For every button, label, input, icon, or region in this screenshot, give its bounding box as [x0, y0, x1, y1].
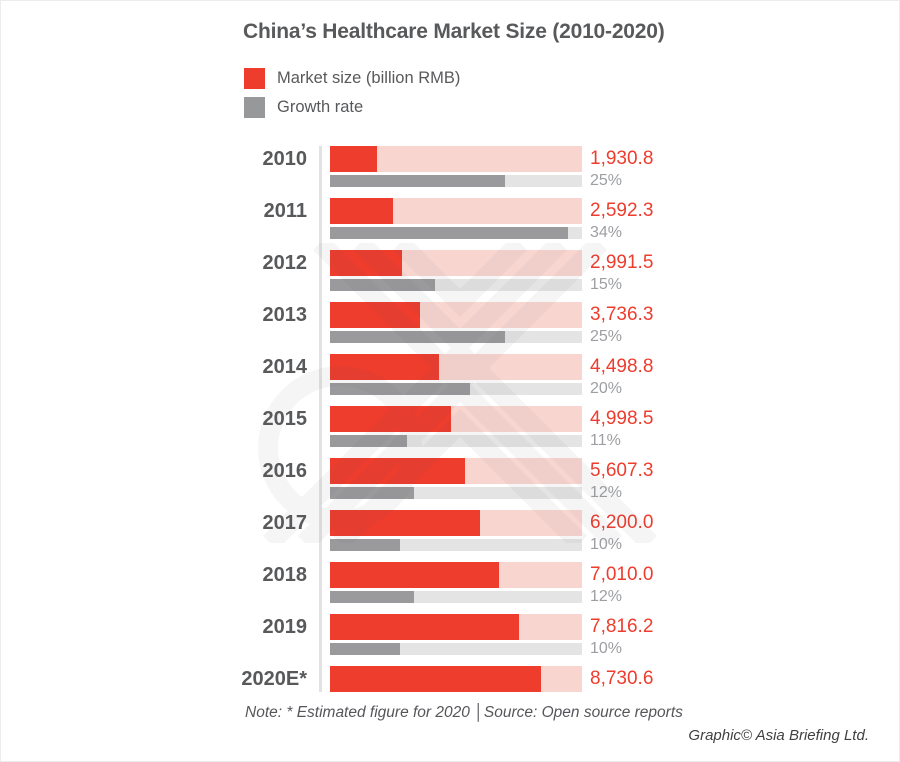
- market-size-track: [330, 302, 582, 328]
- market-size-value: 1,930.8: [590, 148, 654, 169]
- growth-bar: [330, 175, 505, 187]
- chart-rows: 2010 1,930.8 25% 2011 2,592.3 34% 2012 2…: [241, 146, 890, 692]
- growth-rate-value: 11%: [590, 432, 621, 449]
- year-label: 2012: [262, 252, 308, 274]
- market-size-track: [330, 562, 582, 588]
- market-size-value: 7,010.0: [590, 564, 654, 585]
- market-size-track: [330, 666, 582, 692]
- growth-rate-value: 25%: [590, 172, 623, 189]
- growth-bar: [330, 591, 414, 603]
- market-size-track: [330, 458, 582, 484]
- chart-row: 2014 4,498.8 20%: [263, 354, 890, 397]
- market-size-bar: [330, 458, 466, 484]
- growth-rate-value: 34%: [590, 224, 623, 241]
- year-label: 2013: [262, 304, 308, 326]
- growth-rate-value: 12%: [590, 484, 623, 501]
- market-size-track: [330, 250, 582, 276]
- legend: Market size (billion RMB) Growth rate: [244, 68, 460, 126]
- growth-track: [330, 435, 582, 447]
- growth-bar: [330, 435, 407, 447]
- market-size-value: 7,816.2: [590, 616, 654, 637]
- growth-track: [330, 227, 582, 239]
- market-size-value: 8,730.6: [590, 668, 654, 689]
- graphic-credit: Graphic© Asia Briefing Ltd.: [688, 727, 869, 744]
- market-size-bar: [330, 666, 541, 692]
- chart-row: 2019 7,816.2 10%: [263, 614, 890, 657]
- market-size-bar: [330, 614, 519, 640]
- legend-item-market-size: Market size (billion RMB): [244, 68, 460, 89]
- market-size-value: 2,592.3: [590, 200, 654, 221]
- growth-bar: [330, 539, 400, 551]
- growth-rate-value: 10%: [590, 640, 623, 657]
- axis-baseline: [319, 146, 322, 692]
- chart-row: 2016 5,607.3 12%: [263, 458, 890, 501]
- legend-label-growth-rate: Growth rate: [277, 98, 364, 116]
- market-size-bar: [330, 562, 500, 588]
- market-size-value: 4,998.5: [590, 408, 654, 429]
- growth-bar: [330, 383, 470, 395]
- chart-row: 2017 6,200.0 10%: [263, 510, 890, 553]
- growth-track: [330, 643, 582, 655]
- chart-row: 2018 7,010.0 12%: [263, 562, 890, 605]
- growth-track: [330, 591, 582, 603]
- market-size-swatch: [244, 68, 265, 89]
- market-size-bar: [330, 250, 403, 276]
- year-label: 2020E*: [241, 668, 307, 690]
- market-size-value: 4,498.8: [590, 356, 654, 377]
- chart-row: 2015 4,998.5 11%: [263, 406, 890, 449]
- growth-track: [330, 539, 582, 551]
- chart-row: 2011 2,592.3 34%: [264, 198, 890, 241]
- market-size-track: [330, 198, 582, 224]
- growth-bar: [330, 331, 505, 343]
- market-size-value: 6,200.0: [590, 512, 654, 533]
- market-size-track: [330, 614, 582, 640]
- market-size-track: [330, 510, 582, 536]
- year-label: 2015: [262, 408, 308, 430]
- market-size-bar: [330, 302, 421, 328]
- year-label: 2017: [262, 512, 308, 534]
- market-size-bar: [330, 146, 377, 172]
- growth-bar: [330, 643, 400, 655]
- footnote: Note: * Estimated figure for 2020 │Sourc…: [245, 704, 683, 721]
- market-size-bar: [330, 198, 393, 224]
- market-size-bar: [330, 354, 439, 380]
- market-size-bar: [330, 406, 451, 432]
- year-label: 2014: [262, 356, 308, 378]
- growth-rate-value: 25%: [590, 328, 623, 345]
- market-size-value: 5,607.3: [590, 460, 654, 481]
- growth-track: [330, 331, 582, 343]
- chart-title: China’s Healthcare Market Size (2010-202…: [243, 20, 665, 43]
- market-size-bar: [330, 510, 480, 536]
- growth-bar: [330, 227, 568, 239]
- chart-row: 2012 2,991.5 15%: [263, 250, 890, 293]
- year-label: 2016: [262, 460, 308, 482]
- year-label: 2019: [262, 616, 308, 638]
- chart-row: 2013 3,736.3 25%: [263, 302, 890, 345]
- chart-row: 2010 1,930.8 25%: [263, 146, 890, 189]
- market-size-track: [330, 406, 582, 432]
- legend-label-market-size: Market size (billion RMB): [277, 69, 461, 87]
- growth-rate-value: 20%: [590, 380, 623, 397]
- market-size-value: 3,736.3: [590, 304, 654, 325]
- growth-rate-value: 15%: [590, 276, 623, 293]
- growth-rate-value: 12%: [590, 588, 623, 605]
- year-label: 2011: [263, 200, 307, 222]
- growth-track: [330, 175, 582, 187]
- growth-rate-swatch: [244, 97, 265, 118]
- legend-item-growth-rate: Growth rate: [244, 97, 460, 118]
- chart-row: 2020E* 8,730.6: [241, 666, 890, 692]
- market-size-track: [330, 354, 582, 380]
- growth-track: [330, 383, 582, 395]
- growth-bar: [330, 487, 414, 499]
- growth-rate-value: 10%: [590, 536, 623, 553]
- year-label: 2018: [262, 564, 308, 586]
- market-size-track: [330, 146, 582, 172]
- growth-track: [330, 487, 582, 499]
- year-label: 2010: [262, 148, 308, 170]
- growth-bar: [330, 279, 435, 291]
- bar-chart: 2010 1,930.8 25% 2011 2,592.3 34% 2012 2…: [241, 146, 890, 692]
- market-size-value: 2,991.5: [590, 252, 654, 273]
- growth-track: [330, 279, 582, 291]
